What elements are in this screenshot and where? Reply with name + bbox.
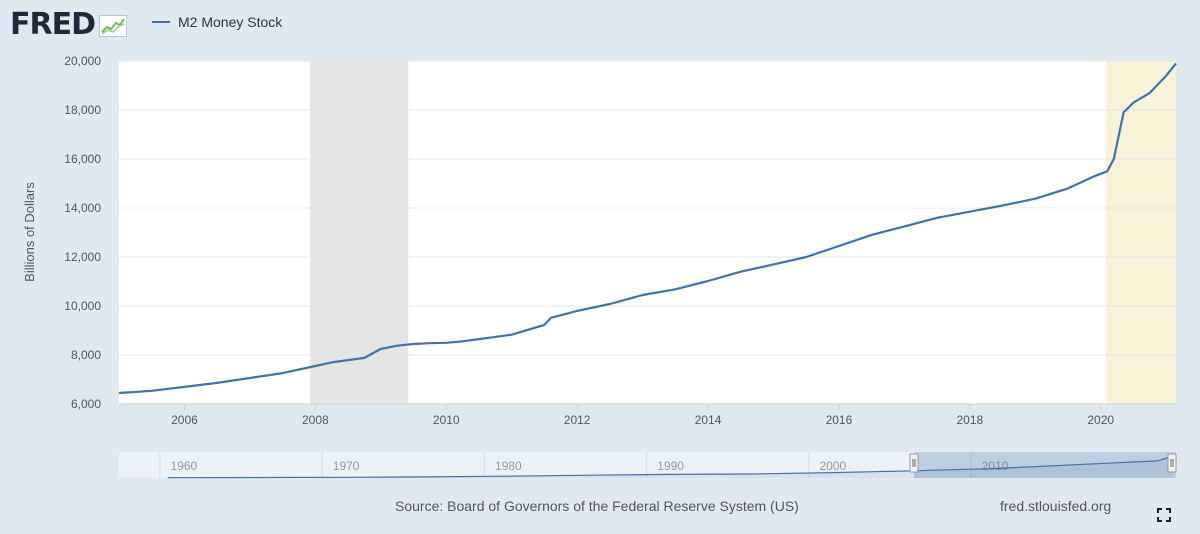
navigator-tick-label: 1990 xyxy=(657,459,684,473)
y-tick-label: 8,000 xyxy=(71,348,101,362)
navigator-tick-label: 2000 xyxy=(820,459,847,473)
y-tick-label: 16,000 xyxy=(64,152,101,166)
range-navigator[interactable]: 1960 1970 1980 1990 2000 2010 xyxy=(119,452,1177,479)
series-line-m2 xyxy=(118,62,1177,395)
navigator-tick-label: 1960 xyxy=(171,459,198,473)
fred-chart-icon xyxy=(99,15,127,37)
plot-background xyxy=(119,61,1176,404)
recession-shade-1 xyxy=(310,61,409,404)
y-tick-label: 20,000 xyxy=(64,54,101,68)
x-tick-label: 2008 xyxy=(302,413,329,427)
y-tick-label: 12,000 xyxy=(64,250,101,264)
chart-legend: M2 Money Stock xyxy=(152,14,282,30)
x-tick-label: 2018 xyxy=(956,413,983,427)
source-text: Source: Board of Governors of the Federa… xyxy=(395,498,799,514)
navigator-line xyxy=(167,455,1174,479)
y-tick-label: 14,000 xyxy=(64,201,101,215)
x-tick-label: 2016 xyxy=(826,413,853,427)
x-tick-label: 2020 xyxy=(1087,413,1114,427)
x-tick-label: 2006 xyxy=(171,413,198,427)
navigator-area xyxy=(167,456,1174,478)
x-tick-label: 2010 xyxy=(433,413,460,427)
y-tick-label: 18,000 xyxy=(64,103,101,117)
y-tick-label: 10,000 xyxy=(64,299,101,313)
navigator-handle-left[interactable] xyxy=(909,453,919,473)
legend-label: M2 Money Stock xyxy=(178,14,283,30)
navigator-selection[interactable] xyxy=(913,452,1176,478)
handle-grip[interactable] xyxy=(909,453,919,473)
navigator-tick-label: 1980 xyxy=(495,459,522,473)
recession-shade-2 xyxy=(1105,61,1176,404)
handle-grip[interactable] xyxy=(1167,453,1177,473)
legend-swatch xyxy=(152,21,170,23)
fred-header: FRED xyxy=(10,6,127,42)
navigator-handle-right[interactable] xyxy=(1167,453,1177,473)
x-tick-label: 2012 xyxy=(564,413,591,427)
navigator-tick-label: 2010 xyxy=(982,459,1009,473)
navigator-background xyxy=(119,452,1176,478)
x-tick-label: 2014 xyxy=(695,413,722,427)
fred-logo[interactable]: FRED xyxy=(10,6,96,42)
navigator-tick-label: 1970 xyxy=(333,459,360,473)
site-link[interactable]: fred.stlouisfed.org xyxy=(1000,498,1112,514)
fullscreen-icon[interactable] xyxy=(1157,508,1171,522)
y-axis-label: Billions of Dollars xyxy=(22,182,37,282)
y-tick-label: 6,000 xyxy=(71,397,101,411)
